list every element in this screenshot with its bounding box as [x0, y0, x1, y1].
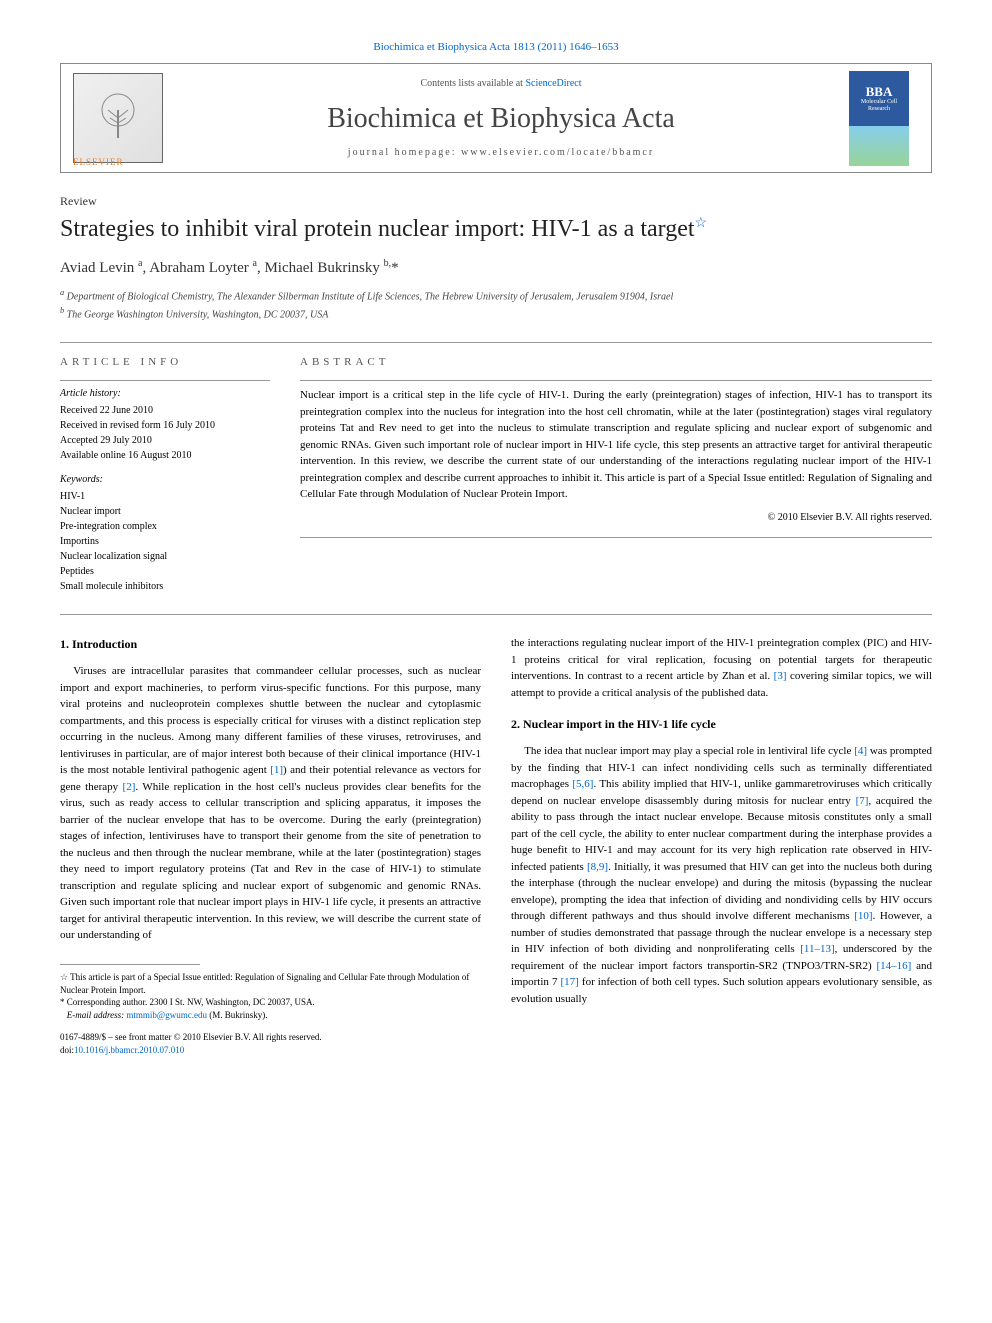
- journal-name: Biochimica et Biophysica Acta: [183, 99, 819, 138]
- history-online: Available online 16 August 2010: [60, 448, 270, 463]
- keyword-2: Nuclear import: [60, 504, 270, 519]
- footnote-separator: [60, 964, 200, 965]
- intro-continuation: the interactions regulating nuclear impo…: [511, 635, 932, 701]
- doi-link[interactable]: 10.1016/j.bbamcr.2010.07.010: [74, 1045, 184, 1055]
- history-revised: Received in revised form 16 July 2010: [60, 418, 270, 433]
- ref-7-link[interactable]: [7]: [856, 795, 869, 807]
- doi-line: doi:10.1016/j.bbamcr.2010.07.010: [60, 1044, 481, 1057]
- bba-badge-text: BBA: [866, 85, 893, 99]
- keyword-5: Nuclear localization signal: [60, 549, 270, 564]
- ref-4-link[interactable]: [4]: [854, 745, 867, 757]
- history-accepted: Accepted 29 July 2010: [60, 433, 270, 448]
- keyword-7: Small molecule inhibitors: [60, 579, 270, 594]
- keywords-label: Keywords:: [60, 473, 270, 487]
- article-type: Review: [60, 193, 932, 210]
- title-footnote-star-icon: ☆: [695, 216, 708, 231]
- footnote-email: E-mail address: mtmmib@gwumc.edu (M. Buk…: [60, 1009, 481, 1022]
- bba-badge-sub2: Research: [868, 106, 890, 113]
- intro-paragraph: Viruses are intracellular parasites that…: [60, 663, 481, 944]
- abstract-text: Nuclear import is a critical step in the…: [300, 387, 932, 503]
- email-link[interactable]: mtmmib@gwumc.edu: [126, 1010, 207, 1020]
- body-columns: 1. Introduction Viruses are intracellula…: [60, 635, 932, 1056]
- info-divider: [60, 380, 270, 381]
- column-right: the interactions regulating nuclear impo…: [511, 635, 932, 1056]
- history-received: Received 22 June 2010: [60, 403, 270, 418]
- author-3: Michael Bukrinsky: [264, 260, 379, 276]
- abstract-heading: ABSTRACT: [300, 355, 932, 370]
- corresponding-star: *: [391, 260, 399, 276]
- bba-cover-image: [849, 126, 909, 166]
- history-label: Article history:: [60, 387, 270, 401]
- contents-available-line: Contents lists available at ScienceDirec…: [183, 77, 819, 91]
- keyword-6: Peptides: [60, 564, 270, 579]
- ref-1113-link[interactable]: [11–13]: [800, 943, 834, 955]
- affiliations: a Department of Biological Chemistry, Th…: [60, 287, 932, 322]
- ref-89-link[interactable]: [8,9]: [587, 861, 608, 873]
- issn-line: 0167-4889/$ – see front matter © 2010 El…: [60, 1031, 481, 1044]
- authors-line: Aviad Levin a, Abraham Loyter a, Michael…: [60, 257, 932, 279]
- bba-badge: BBA Molecular Cell Research: [849, 71, 909, 126]
- author-1: Aviad Levin: [60, 260, 134, 276]
- ref-3-link[interactable]: [3]: [774, 670, 787, 682]
- elsevier-tree-logo: [73, 73, 163, 163]
- ref-17-link[interactable]: [17]: [561, 976, 579, 988]
- ref-10-link[interactable]: [10]: [854, 910, 872, 922]
- footnote-special-issue: ☆ This article is part of a Special Issu…: [60, 971, 481, 996]
- ref-1-link[interactable]: [1]: [270, 764, 283, 776]
- affiliation-b: b The George Washington University, Wash…: [60, 305, 932, 322]
- bba-badge-sub1: Molecular Cell: [861, 99, 897, 106]
- ref-56-link[interactable]: [5,6]: [572, 778, 593, 790]
- header-center: Contents lists available at ScienceDirec…: [163, 77, 839, 160]
- bba-cover-thumbnail: BBA Molecular Cell Research: [839, 71, 919, 166]
- title-text: Strategies to inhibit viral protein nucl…: [60, 216, 695, 242]
- keyword-4: Importins: [60, 534, 270, 549]
- journal-homepage: journal homepage: www.elsevier.com/locat…: [183, 146, 819, 160]
- section-2-paragraph: The idea that nuclear import may play a …: [511, 743, 932, 1007]
- abstract-copyright: © 2010 Elsevier B.V. All rights reserved…: [300, 511, 932, 525]
- ref-1416-link[interactable]: [14–16]: [876, 960, 911, 972]
- info-abstract-row: ARTICLE INFO Article history: Received 2…: [60, 355, 932, 594]
- article-info-heading: ARTICLE INFO: [60, 355, 270, 370]
- footnote-corresponding: * Corresponding author. 2300 I St. NW, W…: [60, 996, 481, 1009]
- page-container: Biochimica et Biophysica Acta 1813 (2011…: [0, 0, 992, 1096]
- author-2-aff: a: [252, 258, 256, 269]
- section-1-heading: 1. Introduction: [60, 635, 481, 653]
- author-2: Abraham Loyter: [149, 260, 249, 276]
- divider-2: [60, 614, 932, 615]
- affiliation-a: a Department of Biological Chemistry, Th…: [60, 287, 932, 304]
- keyword-3: Pre-integration complex: [60, 519, 270, 534]
- sciencedirect-link[interactable]: ScienceDirect: [525, 78, 581, 89]
- author-1-aff: a: [138, 258, 142, 269]
- top-citation: Biochimica et Biophysica Acta 1813 (2011…: [60, 40, 932, 55]
- abstract-divider: [300, 380, 932, 381]
- column-left: 1. Introduction Viruses are intracellula…: [60, 635, 481, 1056]
- journal-header: ELSEVIER Contents lists available at Sci…: [60, 63, 932, 173]
- ref-2-link[interactable]: [2]: [123, 781, 136, 793]
- keyword-1: HIV-1: [60, 489, 270, 504]
- abstract-column: ABSTRACT Nuclear import is a critical st…: [300, 355, 932, 594]
- author-3-aff: b,: [384, 258, 392, 269]
- top-citation-link[interactable]: Biochimica et Biophysica Acta 1813 (2011…: [373, 41, 618, 53]
- tree-icon: [88, 88, 148, 148]
- divider: [60, 342, 932, 343]
- article-title: Strategies to inhibit viral protein nucl…: [60, 214, 932, 245]
- section-2-heading: 2. Nuclear import in the HIV-1 life cycl…: [511, 715, 932, 733]
- article-info-column: ARTICLE INFO Article history: Received 2…: [60, 355, 270, 594]
- contents-prefix: Contents lists available at: [420, 78, 525, 89]
- abstract-bottom-divider: [300, 537, 932, 538]
- bottom-publication-info: 0167-4889/$ – see front matter © 2010 El…: [60, 1031, 481, 1056]
- elsevier-wordmark: ELSEVIER: [73, 156, 124, 169]
